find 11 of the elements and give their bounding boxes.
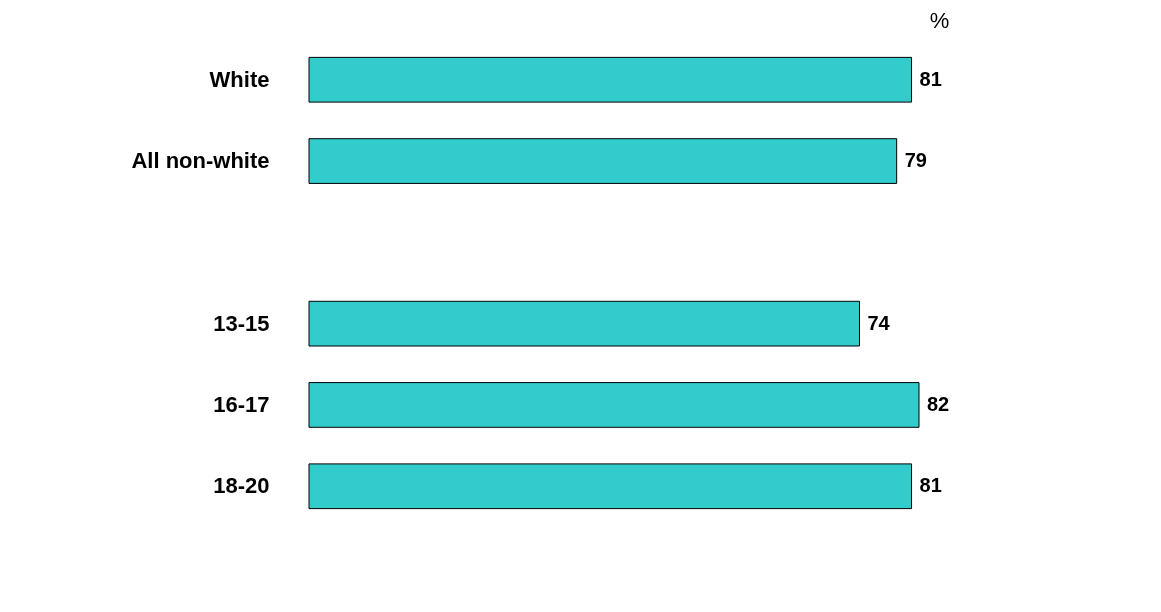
data-label: 79	[904, 149, 927, 172]
y-tick-label: All non-white	[131, 148, 270, 174]
data-label: 81	[919, 474, 942, 497]
y-tick-label: 13-15	[213, 310, 270, 336]
data-label: 81	[919, 67, 942, 90]
y-tick-label: 18-20	[213, 473, 270, 499]
y-tick-label: White	[209, 66, 270, 92]
x-axis-title: %	[929, 8, 950, 33]
data-label: 74	[867, 311, 891, 334]
y-tick-label: 16-17	[213, 391, 270, 417]
data-label: 82	[927, 392, 950, 415]
